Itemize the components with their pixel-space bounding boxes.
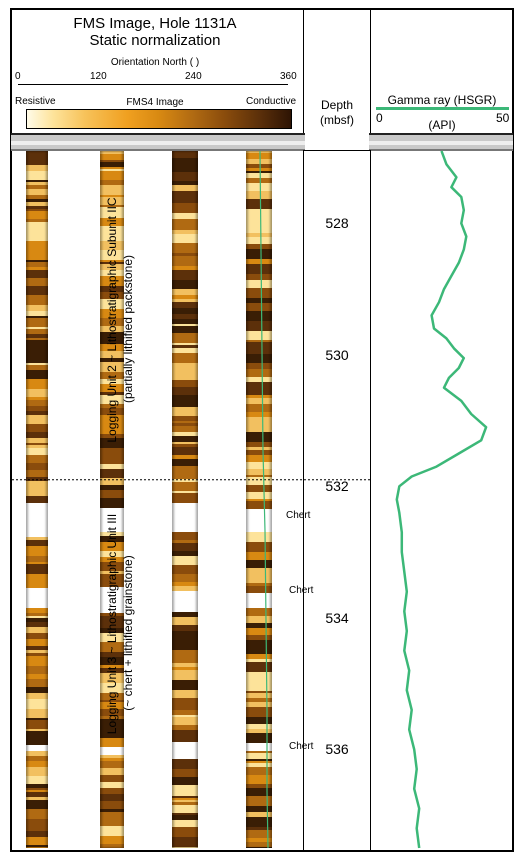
gamma-axis-max: 50	[496, 111, 510, 125]
depth-tick-534: 534	[325, 609, 349, 626]
depth-track-top	[303, 150, 371, 151]
depth-column-left-border	[303, 8, 304, 852]
fms-pad-strip-4	[246, 151, 272, 848]
figure-frame	[10, 8, 514, 852]
depth-tick-528: 528	[325, 215, 349, 232]
strip4-green-trace	[259, 151, 269, 848]
gamma-axis-min: 0	[376, 111, 383, 125]
figure-title: FMS Image, Hole 1131A	[73, 15, 237, 32]
figure-subtitle: Static normalization	[89, 32, 221, 49]
orientation-axis	[18, 84, 288, 85]
gamma-legend-label: Gamma ray (HSGR)	[387, 93, 497, 107]
gamma-ray-series-line	[395, 150, 488, 849]
depth-unit: (mbsf)	[320, 113, 354, 127]
fms-pad-strip-1	[26, 151, 48, 848]
chert-label-2: Chert	[289, 585, 314, 596]
unit2-lithology: (partially lithified packstone)	[121, 254, 135, 404]
scale-label-image: FMS4 Image	[126, 97, 184, 108]
fms-pad-strip-3	[172, 151, 198, 848]
depth-tick-530: 530	[325, 346, 349, 363]
depth-label: Depth	[320, 98, 354, 112]
depth-column-right-border	[370, 8, 371, 852]
scale-label-conductive: Conductive	[246, 96, 297, 107]
depth-header-gap	[305, 133, 369, 151]
unit3-lithology: (~ chert + lithified grainstone)	[121, 555, 135, 711]
gamma-unit: (API)	[428, 118, 456, 132]
depth-tick-track: 528 530 532 534 536	[304, 0, 370, 860]
header-divider	[11, 133, 513, 151]
depth-tick-536: 536	[325, 741, 349, 758]
gamma-ray-plot	[395, 150, 488, 849]
chert-label-3: Chert	[289, 741, 314, 752]
depth-tick-532: 532	[325, 478, 349, 495]
chert-label-1: Chert	[286, 510, 311, 521]
orientation-tick-360: 360	[280, 71, 297, 82]
orientation-tick-240: 240	[185, 71, 202, 82]
fms-pad-strip-2	[100, 151, 124, 848]
orientation-tick-120: 120	[90, 71, 107, 82]
gamma-legend-line	[376, 107, 509, 110]
scale-label-resistive: Resistive	[15, 96, 56, 107]
orientation-label: Orientation North ( )	[110, 57, 200, 68]
orientation-tick-0: 0	[15, 71, 21, 82]
conductivity-color-scale	[26, 109, 292, 129]
strip4-trace-layer	[259, 151, 269, 848]
